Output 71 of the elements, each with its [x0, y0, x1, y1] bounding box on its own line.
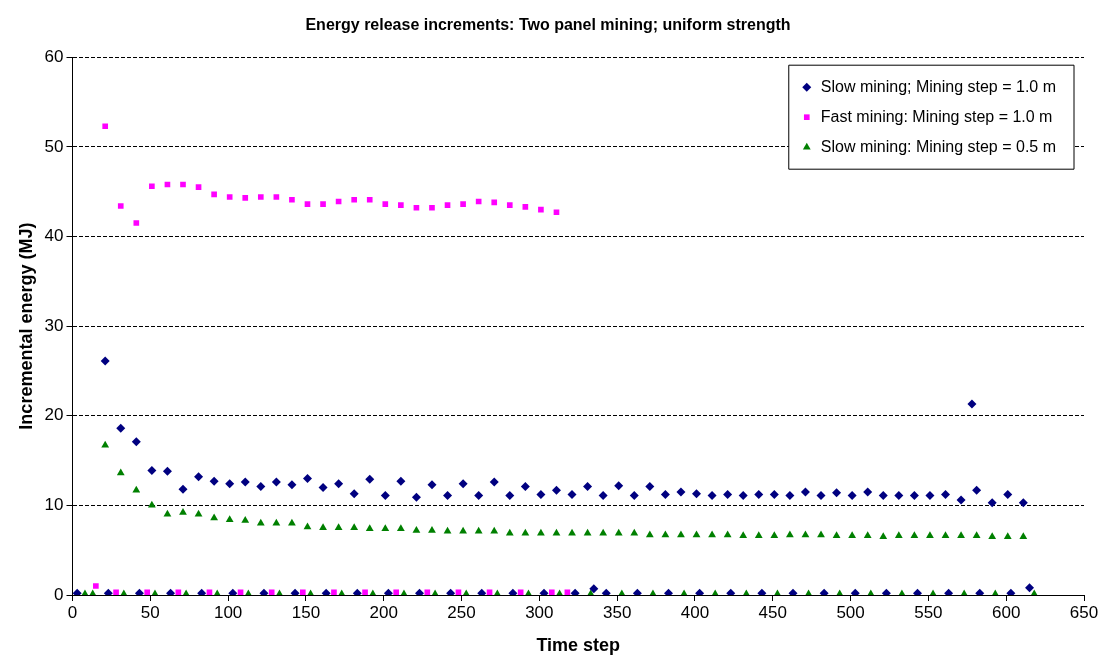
- y-tick-label: 30: [44, 315, 64, 335]
- point: [226, 194, 233, 200]
- y-tick-label: 10: [44, 495, 64, 515]
- y-tick-label: 0: [54, 584, 64, 604]
- point: [206, 589, 213, 595]
- x-tick-label: 250: [447, 603, 476, 623]
- point: [517, 589, 524, 595]
- point: [548, 589, 555, 595]
- point: [366, 196, 373, 203]
- legend-label: Slow mining: Mining step = 0.5 m: [820, 137, 1056, 155]
- x-tick-label: 50: [140, 603, 160, 623]
- point: [273, 194, 280, 200]
- point: [149, 183, 155, 190]
- x-tick-label: 650: [1069, 603, 1099, 623]
- point: [538, 206, 544, 213]
- x-tick-label: 150: [291, 603, 321, 623]
- y-axis-title: Incremental energy (MJ): [15, 222, 36, 430]
- point: [289, 196, 295, 203]
- point: [304, 201, 311, 208]
- legend-label: Slow mining; Mining step = 1.0 m: [820, 77, 1056, 95]
- point: [460, 201, 466, 208]
- point: [144, 589, 151, 595]
- x-tick-label: 200: [369, 603, 398, 623]
- point: [102, 123, 109, 130]
- point: [522, 204, 529, 210]
- x-tick-label: 0: [67, 603, 78, 623]
- y-tick-label: 20: [44, 405, 64, 425]
- point: [398, 202, 404, 208]
- x-tick-label: 100: [213, 603, 243, 623]
- point: [237, 589, 244, 595]
- x-tick-label: 550: [914, 603, 943, 623]
- point: [268, 589, 275, 595]
- point: [506, 202, 513, 208]
- point: [564, 589, 571, 595]
- x-tick-label: 500: [836, 603, 865, 623]
- point: [175, 589, 182, 595]
- x-tick-label: 450: [758, 603, 787, 623]
- point: [93, 583, 99, 589]
- point: [331, 589, 337, 595]
- point: [299, 589, 306, 595]
- point: [393, 589, 400, 595]
- point: [211, 191, 217, 198]
- point: [486, 589, 493, 595]
- point: [455, 589, 462, 595]
- x-tick-label: 400: [680, 603, 710, 623]
- point: [424, 589, 431, 595]
- point: [320, 201, 326, 208]
- x-tick-label: 300: [525, 603, 554, 623]
- x-tick-label: 600: [992, 603, 1021, 623]
- point: [413, 204, 420, 211]
- point: [491, 199, 498, 206]
- y-tick-label: 60: [44, 46, 64, 66]
- chart-title: Energy release increments: Two panel mining; uniform strength: [305, 16, 791, 34]
- y-tick-label: 40: [44, 226, 64, 246]
- x-axis-title: Time step: [536, 634, 621, 655]
- point: [242, 195, 249, 201]
- point: [429, 204, 435, 211]
- point: [257, 194, 264, 200]
- point: [444, 202, 451, 208]
- point: [195, 184, 202, 190]
- point: [382, 201, 389, 208]
- point: [113, 589, 119, 595]
- y-tick-label: 50: [44, 136, 64, 156]
- point: [180, 181, 186, 188]
- x-tick-label: 350: [602, 603, 632, 623]
- legend-label: Fast mining: Mining step = 1.0 m: [820, 107, 1053, 125]
- point: [351, 196, 357, 203]
- point: [362, 589, 368, 595]
- point: [133, 220, 140, 226]
- point: [117, 203, 124, 209]
- point: [553, 209, 560, 216]
